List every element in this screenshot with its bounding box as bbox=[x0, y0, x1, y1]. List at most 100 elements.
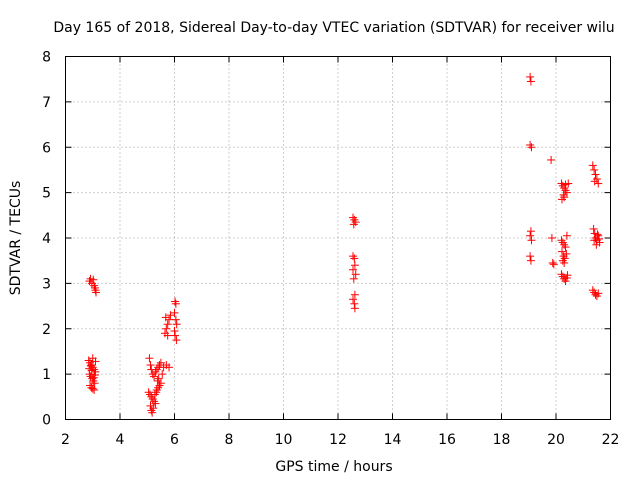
data-point bbox=[350, 290, 359, 299]
data-point bbox=[590, 177, 599, 186]
x-tick-label: 6 bbox=[170, 432, 179, 448]
data-point bbox=[349, 220, 358, 229]
data-point bbox=[158, 370, 167, 379]
data-point bbox=[561, 243, 570, 252]
x-tick-label: 18 bbox=[493, 432, 511, 448]
data-point bbox=[86, 361, 95, 370]
data-point bbox=[547, 155, 556, 164]
data-point bbox=[147, 406, 156, 415]
data-point bbox=[348, 295, 357, 304]
y-tick-label: 7 bbox=[42, 95, 51, 111]
data-point bbox=[590, 165, 599, 174]
data-point bbox=[548, 258, 557, 267]
data-point bbox=[594, 289, 603, 298]
data-point bbox=[590, 236, 599, 245]
data-point bbox=[561, 180, 570, 189]
y-axis-label: SDTVAR / TECUs bbox=[8, 181, 24, 296]
data-point bbox=[145, 354, 154, 363]
data-point bbox=[560, 193, 569, 202]
x-tick-labels: 2 4 6 8 10 12 14 16 18 20 22 bbox=[61, 432, 619, 448]
data-point bbox=[150, 390, 159, 399]
data-point bbox=[349, 274, 358, 283]
data-point bbox=[592, 175, 601, 184]
data-point bbox=[171, 299, 180, 308]
data-point bbox=[526, 252, 535, 261]
data-point bbox=[91, 286, 100, 295]
grid bbox=[65, 56, 611, 420]
data-point bbox=[92, 288, 101, 297]
data-point bbox=[172, 320, 181, 329]
y-tick-label: 2 bbox=[42, 322, 51, 338]
data-point bbox=[166, 311, 175, 320]
data-point bbox=[90, 386, 99, 395]
data-point bbox=[594, 179, 603, 188]
x-tick-label: 10 bbox=[275, 432, 293, 448]
data-point bbox=[88, 354, 97, 363]
data-point bbox=[589, 224, 598, 233]
data-point bbox=[350, 304, 359, 313]
data-point bbox=[592, 240, 601, 249]
plot-frame bbox=[65, 56, 611, 420]
data-point bbox=[91, 367, 100, 376]
data-point bbox=[152, 388, 161, 397]
data-point bbox=[151, 399, 160, 408]
data-point bbox=[148, 408, 157, 417]
data-point bbox=[150, 372, 159, 381]
data-point bbox=[90, 379, 99, 388]
data-point bbox=[560, 254, 569, 263]
y-tick-label: 8 bbox=[42, 50, 51, 66]
data-points bbox=[84, 72, 604, 417]
data-point bbox=[594, 231, 603, 240]
y-tick-label: 1 bbox=[42, 367, 51, 383]
data-point bbox=[162, 324, 171, 333]
data-point bbox=[549, 260, 558, 269]
x-tick-label: 12 bbox=[329, 432, 347, 448]
data-point bbox=[161, 313, 170, 322]
data-point bbox=[527, 143, 536, 152]
data-point bbox=[90, 281, 99, 290]
x-tick-label: 2 bbox=[61, 432, 70, 448]
x-tick-label: 14 bbox=[384, 432, 402, 448]
data-point bbox=[171, 331, 180, 340]
data-point bbox=[88, 384, 97, 393]
data-point bbox=[591, 170, 600, 179]
data-point bbox=[350, 299, 359, 308]
data-point bbox=[89, 275, 98, 284]
data-point bbox=[163, 331, 172, 340]
data-point bbox=[527, 236, 536, 245]
data-point bbox=[595, 234, 604, 243]
x-tick-label: 22 bbox=[602, 432, 620, 448]
data-point bbox=[172, 336, 181, 345]
x-axis-label: GPS time / hours bbox=[275, 459, 392, 475]
data-point bbox=[526, 231, 535, 240]
data-point bbox=[348, 252, 357, 261]
x-tick-label: 16 bbox=[438, 432, 456, 448]
x-tick-label: 20 bbox=[547, 432, 565, 448]
data-point bbox=[350, 254, 359, 263]
x-tick-label: 4 bbox=[116, 432, 125, 448]
data-point bbox=[526, 256, 535, 265]
data-point bbox=[558, 256, 567, 265]
data-point bbox=[560, 258, 569, 267]
data-point bbox=[156, 358, 165, 367]
data-point bbox=[562, 231, 571, 240]
data-point bbox=[526, 72, 535, 81]
data-point bbox=[593, 230, 602, 239]
data-point bbox=[165, 363, 174, 372]
data-point bbox=[350, 261, 359, 270]
data-point bbox=[171, 297, 180, 306]
y-tick-label: 6 bbox=[42, 140, 51, 156]
y-tick-labels: 0 1 2 3 4 5 6 7 8 bbox=[42, 50, 51, 429]
data-point bbox=[562, 249, 571, 258]
data-point bbox=[526, 77, 535, 86]
data-point bbox=[149, 404, 158, 413]
chart-title: Day 165 of 2018, Sidereal Day-to-day VTE… bbox=[53, 20, 614, 36]
data-point bbox=[350, 215, 359, 224]
data-point bbox=[89, 373, 98, 382]
data-point bbox=[557, 195, 566, 204]
data-point bbox=[348, 265, 357, 274]
data-point bbox=[561, 277, 570, 286]
data-point bbox=[170, 327, 179, 336]
y-tick-label: 5 bbox=[42, 186, 51, 202]
